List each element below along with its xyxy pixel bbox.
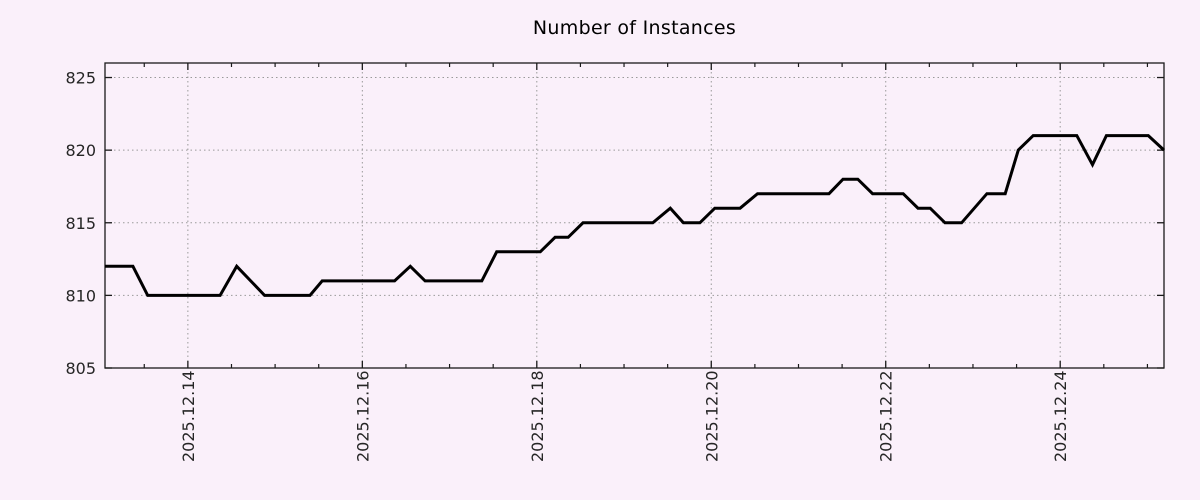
x-tick-label: 2025.12.24 bbox=[1051, 370, 1070, 462]
chart-title: Number of Instances bbox=[532, 17, 737, 39]
y-tick-label: 825 bbox=[65, 69, 96, 88]
x-tick-label: 2025.12.16 bbox=[353, 370, 372, 462]
x-tick-label: 2025.12.22 bbox=[877, 370, 896, 462]
x-tick-label: 2025.12.18 bbox=[528, 370, 547, 462]
y-tick-label: 815 bbox=[65, 214, 96, 233]
y-tick-label: 820 bbox=[65, 141, 96, 160]
y-tick-label: 810 bbox=[65, 286, 96, 305]
series-line-instances bbox=[105, 134, 1166, 297]
plot-border bbox=[104, 62, 1165, 369]
x-tick-label: 2025.12.20 bbox=[702, 370, 721, 462]
x-tick-label: 2025.12.14 bbox=[179, 370, 198, 462]
y-tick-label: 805 bbox=[65, 359, 96, 378]
